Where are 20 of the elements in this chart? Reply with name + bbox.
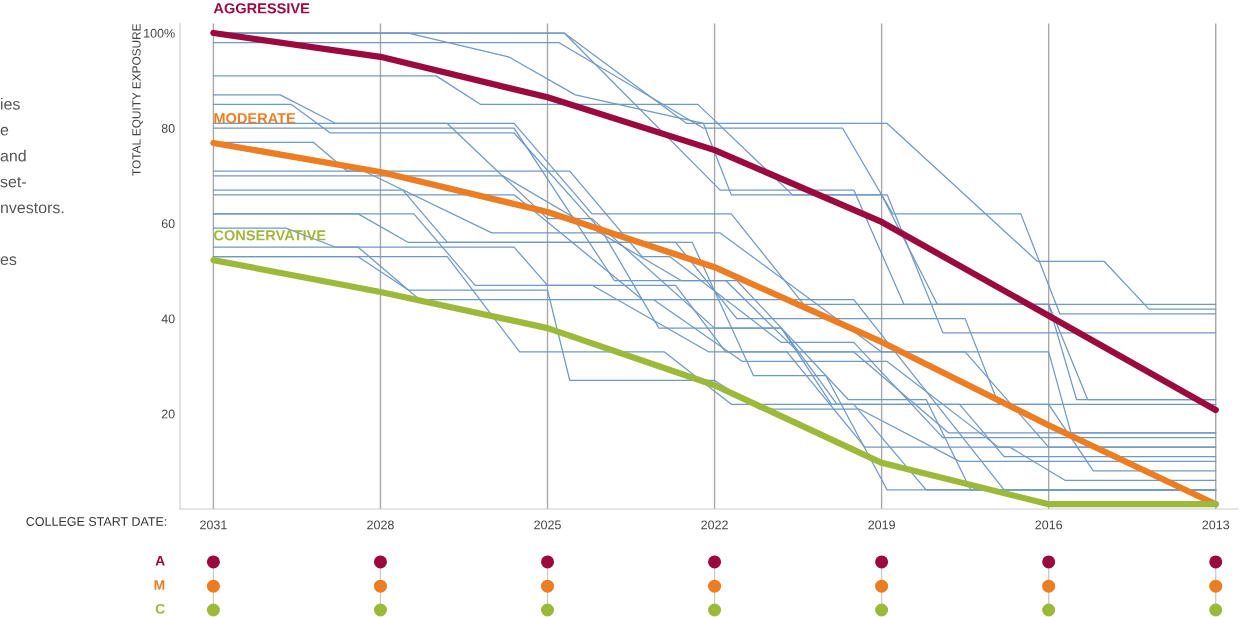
x-axis-title: COLLEGE START DATE:	[26, 517, 167, 526]
x-tick-label: 2016	[1035, 520, 1063, 530]
y-tick-label: 40	[161, 314, 175, 324]
series-label: AGGRESSIVE	[213, 3, 310, 14]
y-tick-label: 100%	[144, 28, 175, 38]
series-label: MODERATE	[214, 113, 296, 124]
x-tick-label: 2031	[200, 520, 227, 530]
x-tick-label: 2028	[367, 520, 394, 530]
x-tick-label: 2013	[1202, 520, 1230, 530]
y-tick-label: 20	[161, 409, 175, 419]
y-axis-title: TOTAL EQUITY EXPOSURE	[132, 24, 143, 176]
y-tick-label: 80	[161, 124, 175, 133]
x-tick-label: 2025	[534, 520, 561, 530]
text: A	[155, 555, 165, 566]
y-tick-label: 60	[161, 219, 175, 229]
text: ies e and set- nvestors. es	[0, 98, 64, 266]
x-tick-label: 2022	[701, 520, 728, 530]
x-tick-label: 2019	[868, 520, 895, 530]
text: C	[155, 603, 165, 614]
text: M	[154, 580, 165, 590]
